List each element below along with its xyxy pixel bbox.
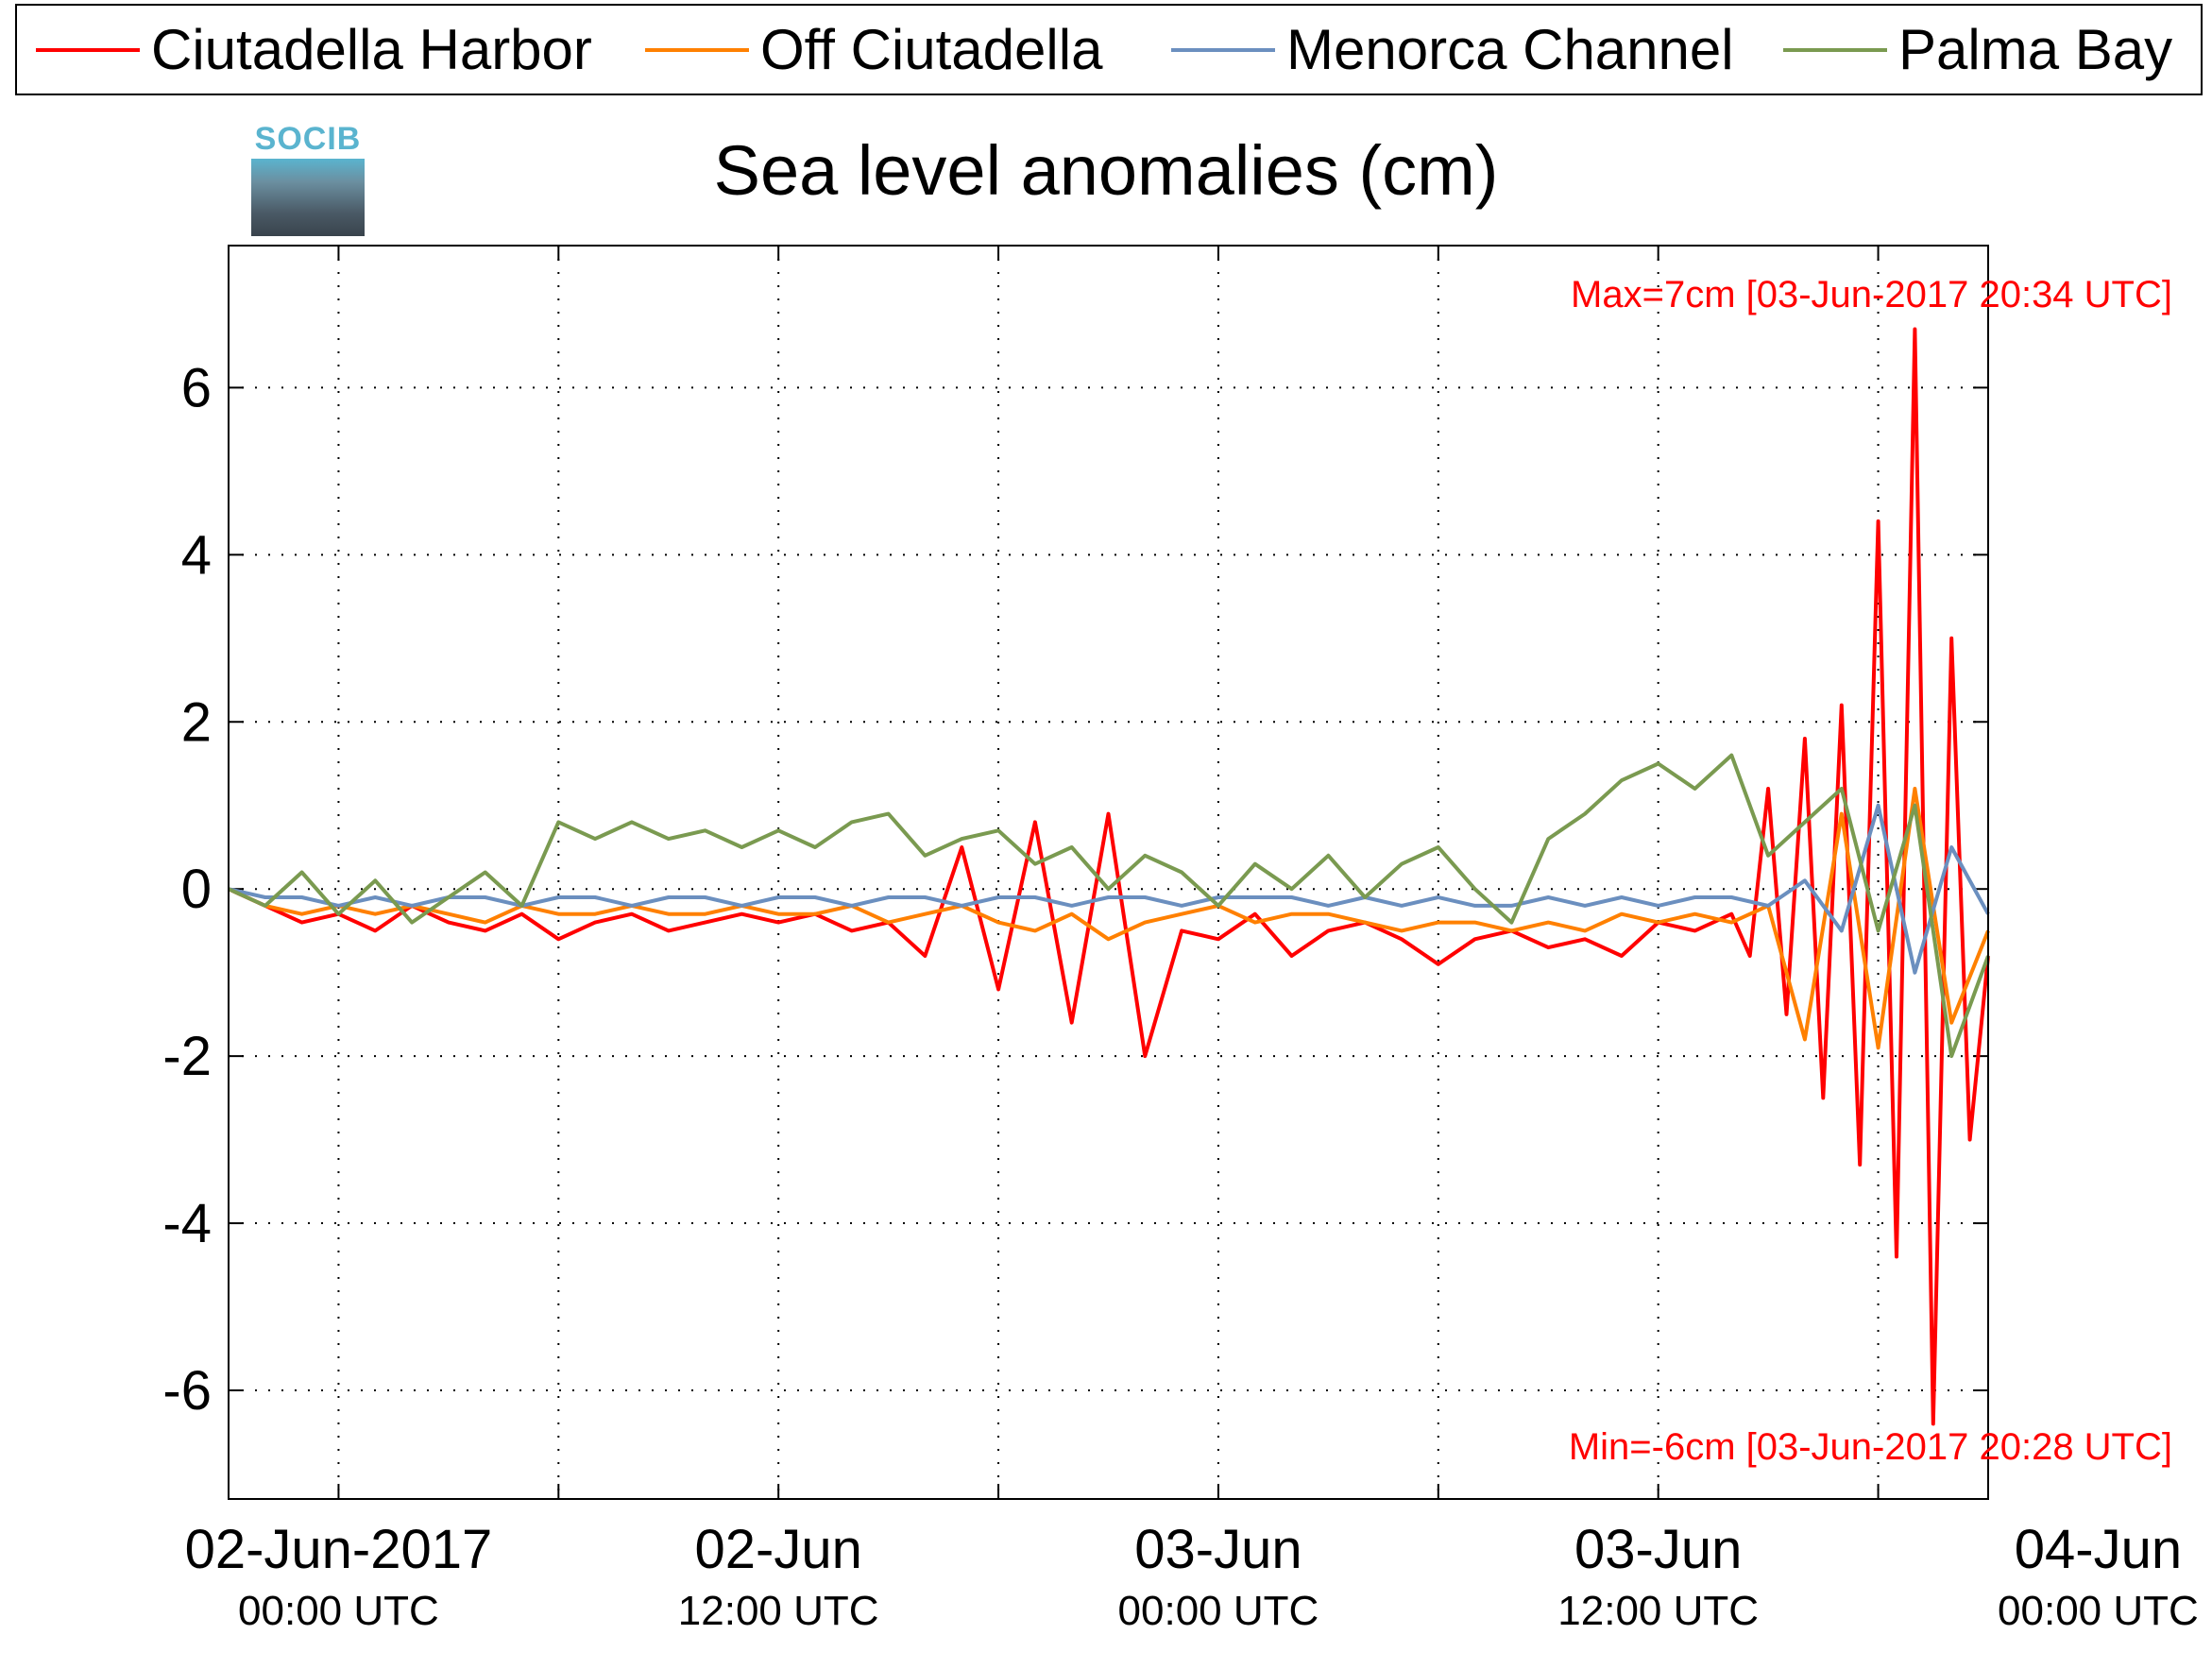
- legend-swatch-ciutadella-harbor: [36, 47, 140, 52]
- y-tick-label: -4: [162, 1193, 212, 1254]
- legend-swatch-off-ciutadella: [645, 47, 749, 52]
- x-tick-label-time: 12:00 UTC: [1557, 1588, 1759, 1634]
- legend-label-off-ciutadella: Off Ciutadella: [760, 18, 1103, 81]
- legend-item-ciutadella-harbor: Ciutadella Harbor: [36, 6, 592, 94]
- legend-label-ciutadella-harbor: Ciutadella Harbor: [151, 18, 592, 81]
- plot-frame: [228, 245, 1989, 1500]
- logo-image: [251, 159, 365, 236]
- x-tick-label-time: 00:00 UTC: [1998, 1588, 2199, 1634]
- x-tick-label-date: 02-Jun: [695, 1519, 862, 1580]
- y-tick-label: -6: [162, 1360, 212, 1422]
- series-line-ciutadella-harbor: [228, 327, 1990, 1426]
- y-tick-label: 0: [181, 859, 212, 920]
- series-line-palma-bay: [228, 753, 1990, 1059]
- logo-text: SOCIB: [254, 121, 362, 157]
- x-tick-label-date: 03-Jun: [1134, 1519, 1302, 1580]
- legend-label-menorca-channel: Menorca Channel: [1286, 18, 1734, 81]
- min-annotation: Min=-6cm [03-Jun-2017 20:28 UTC]: [1568, 1426, 2172, 1468]
- legend-swatch-palma-bay: [1783, 47, 1887, 52]
- legend-label-palma-bay: Palma Bay: [1898, 18, 2173, 81]
- x-tick-label-date: 03-Jun: [1574, 1519, 1742, 1580]
- x-tick-label-date: 02-Jun-2017: [185, 1519, 493, 1580]
- y-tick-label: 6: [181, 357, 212, 418]
- legend-item-off-ciutadella: Off Ciutadella: [645, 6, 1102, 94]
- x-tick-label-date: 04-Jun: [2015, 1519, 2182, 1580]
- x-tick-label-time: 00:00 UTC: [1118, 1588, 1319, 1634]
- legend-item-menorca-channel: Menorca Channel: [1171, 6, 1734, 94]
- socib-logo: SOCIB: [251, 121, 365, 236]
- y-tick-label: 2: [181, 691, 212, 753]
- legend: Ciutadella Harbor Off Ciutadella Menorca…: [15, 4, 2203, 95]
- y-tick-label: 4: [181, 524, 212, 586]
- chart-title: Sea level anomalies (cm): [713, 131, 1499, 210]
- x-tick-label-time: 00:00 UTC: [238, 1588, 439, 1634]
- legend-swatch-menorca-channel: [1171, 47, 1275, 52]
- x-tick-label-time: 12:00 UTC: [678, 1588, 879, 1634]
- y-tick-label: -2: [162, 1026, 212, 1087]
- max-annotation: Max=7cm [03-Jun-2017 20:34 UTC]: [1571, 274, 2172, 315]
- legend-item-palma-bay: Palma Bay: [1783, 6, 2172, 94]
